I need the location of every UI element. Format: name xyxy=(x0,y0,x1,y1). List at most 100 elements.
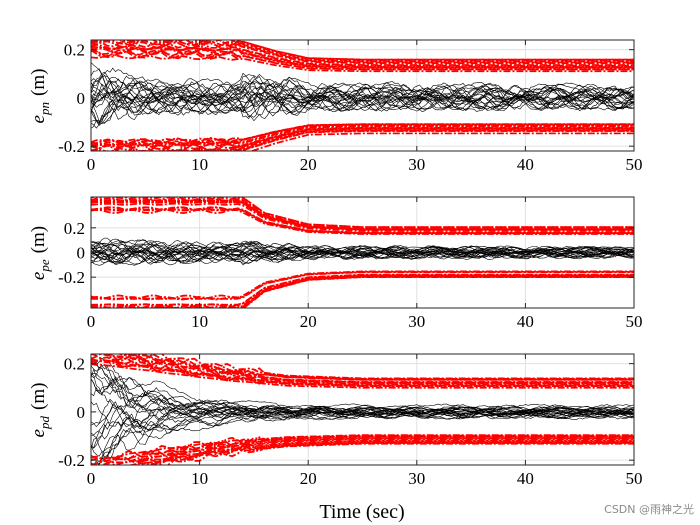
upper-bound-line xyxy=(100,354,634,383)
subplot-epd: epd(m) Time (sec) 0 10 20 30 40 500.20-0.2 xyxy=(28,353,643,523)
error-trajectory xyxy=(91,73,634,99)
upper-bound-line xyxy=(91,46,634,69)
lower-bound-line xyxy=(91,123,634,145)
lower-bound-line xyxy=(91,275,634,308)
x-tick-label: 50 xyxy=(626,469,643,488)
lower-bound-line xyxy=(99,437,634,465)
y-tick-label: 0.2 xyxy=(64,219,85,238)
upper-bound-line xyxy=(127,354,634,380)
y-tick-label: -0.2 xyxy=(58,137,85,156)
x-tick-label: 40 xyxy=(517,312,534,331)
upper-bound-line xyxy=(91,208,634,235)
error-trajectory xyxy=(91,376,634,412)
lower-bound-line xyxy=(177,132,634,151)
upper-bound-line xyxy=(91,45,634,67)
x-tick-label: 20 xyxy=(300,155,317,174)
x-tick-label: 40 xyxy=(517,155,534,174)
error-trajectory xyxy=(91,78,634,104)
y-tick-label: 0.2 xyxy=(64,41,85,60)
x-tick-label: 20 xyxy=(300,312,317,331)
upper-bound-line xyxy=(91,47,634,69)
lower-bound-line xyxy=(140,442,634,465)
y-tick-label: -0.2 xyxy=(58,268,85,287)
lower-bound-line xyxy=(125,439,634,465)
error-trajectory xyxy=(91,364,634,416)
y-axis-label-epe: epe(m) xyxy=(28,226,52,280)
error-trajectory xyxy=(91,71,634,102)
error-trajectory xyxy=(91,81,634,111)
x-tick-label: 30 xyxy=(408,469,425,488)
x-tick-label: 0 xyxy=(87,312,96,331)
error-trajectory xyxy=(91,372,634,416)
error-trajectory xyxy=(91,94,634,125)
x-tick-label: 10 xyxy=(191,155,208,174)
error-trajectory xyxy=(91,89,634,113)
error-trajectory xyxy=(91,378,634,419)
upper-bound-line xyxy=(91,40,634,65)
error-trajectory xyxy=(91,244,634,259)
y-axis-label-epn: epn(m) xyxy=(28,69,52,124)
axes-box xyxy=(90,353,635,466)
upper-bound-line xyxy=(91,201,634,231)
x-tick-label: 10 xyxy=(191,312,208,331)
upper-bound-line xyxy=(91,40,634,63)
y-axis-label-epd: epd(m) xyxy=(28,383,52,438)
subplot-epn: epn(m) 0 10 20 30 40 500.20-0.2 xyxy=(28,39,643,174)
x-tick-label: 50 xyxy=(626,155,643,174)
upper-bound-line xyxy=(91,49,634,71)
upper-bound-line xyxy=(91,197,634,230)
error-trajectory xyxy=(91,62,634,99)
x-tick-label: 0 xyxy=(87,155,96,174)
upper-bound-line xyxy=(121,354,634,381)
plot-area xyxy=(91,40,634,151)
error-trajectory xyxy=(91,95,634,124)
y-tick-label: 0 xyxy=(77,403,86,422)
lower-bound-line xyxy=(91,434,634,461)
y-tick-label: 0.2 xyxy=(64,355,85,374)
error-trajectory xyxy=(91,241,634,255)
upper-bound-line xyxy=(91,54,634,73)
lower-bound-line xyxy=(91,273,634,306)
y-tick-label: -0.2 xyxy=(58,451,85,470)
axes-box xyxy=(90,39,635,152)
upper-bound-line xyxy=(91,40,634,61)
lower-bound-line xyxy=(135,441,634,465)
upper-bound-line xyxy=(91,197,634,229)
x-tick-label: 50 xyxy=(626,312,643,331)
error-trajectory xyxy=(91,95,634,129)
error-trajectory xyxy=(91,245,634,259)
lower-bound-line xyxy=(91,273,634,307)
upper-bound-line xyxy=(91,202,634,232)
x-tick-label: 10 xyxy=(191,469,208,488)
subplot-epe: epe(m) 0 10 20 30 40 50 0.2 0 -0.2 xyxy=(28,196,643,331)
error-trajectory xyxy=(91,96,634,129)
watermark: CSDN @雨神之光 xyxy=(604,503,694,516)
plot-area xyxy=(91,197,634,308)
lower-bound-line xyxy=(146,442,634,465)
error-trajectory xyxy=(91,91,634,123)
error-trajectory xyxy=(91,361,634,417)
upper-bound-line xyxy=(91,199,634,231)
lower-bound-line xyxy=(91,274,634,308)
error-trajectory xyxy=(91,249,634,262)
error-trajectory xyxy=(91,404,634,465)
x-tick-label: 30 xyxy=(408,312,425,331)
y-tick-label: 0 xyxy=(77,244,86,263)
lower-bound-line xyxy=(92,130,634,151)
upper-bound-line xyxy=(91,199,634,231)
error-trajectory xyxy=(91,406,634,449)
error-trajectory xyxy=(91,238,634,253)
x-tick-label: 30 xyxy=(408,155,425,174)
upper-bound-line xyxy=(91,362,634,389)
error-trajectory xyxy=(91,412,634,460)
error-trajectory xyxy=(91,68,634,100)
y-tick-label: 0 xyxy=(77,89,86,108)
lower-bound-line xyxy=(91,126,634,151)
x-tick-label: 20 xyxy=(300,469,317,488)
x-axis-label: Time (sec) xyxy=(319,501,404,523)
upper-bound-line xyxy=(91,358,634,387)
x-tick-label: 0 xyxy=(87,469,96,488)
error-trajectory xyxy=(91,249,634,263)
plot-area xyxy=(91,354,634,465)
